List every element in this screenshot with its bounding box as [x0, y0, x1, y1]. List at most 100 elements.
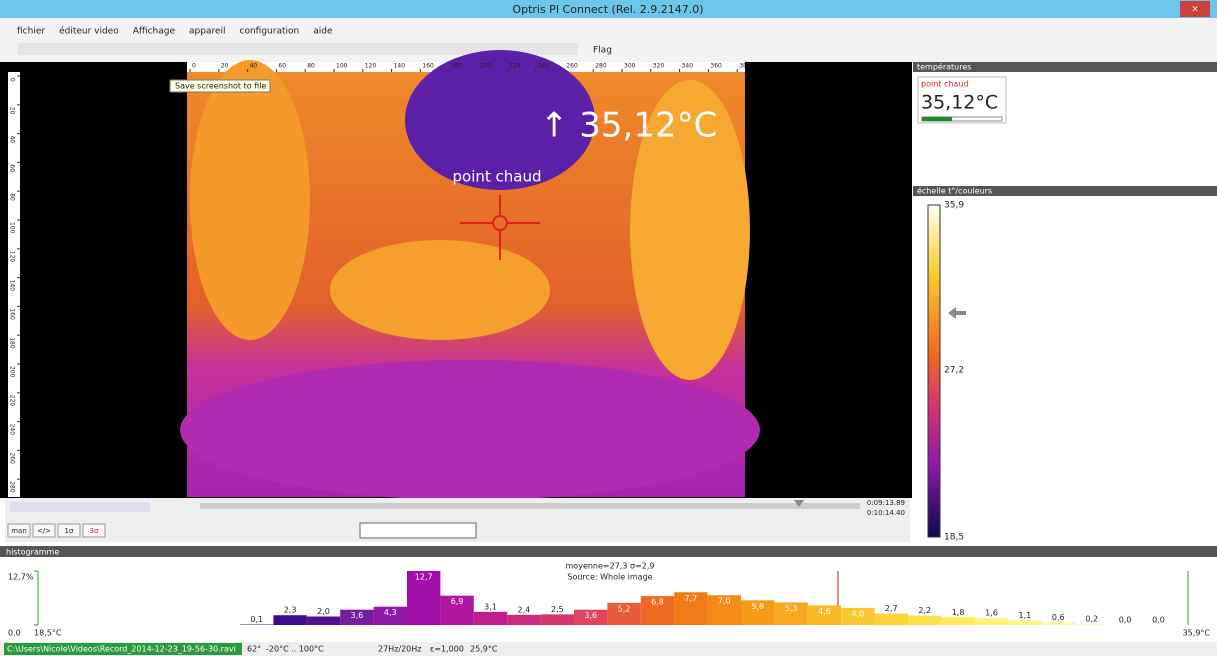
bar-label: 12,7	[415, 573, 433, 582]
ruler-label: 260	[9, 452, 16, 464]
histogram-bar	[1041, 622, 1075, 625]
ruler-label: 180	[451, 63, 463, 70]
panel-title: échelle t°/couleurs	[917, 186, 992, 196]
ruler-label: 120	[365, 63, 377, 70]
panel-title: histogramme	[6, 548, 59, 557]
timeline-handle[interactable]	[794, 500, 804, 507]
menu-item[interactable]: Affichage	[133, 27, 176, 37]
menu-item[interactable]: fichier	[17, 27, 45, 37]
mode-button[interactable]	[32, 523, 56, 538]
scale-max: 35,9	[944, 201, 964, 211]
scale-arrow	[948, 307, 966, 319]
ruler-label: 140	[394, 63, 406, 70]
status-bar	[0, 642, 1217, 656]
histogram-bar	[1075, 624, 1109, 625]
flag-button[interactable]: Flag	[593, 46, 612, 56]
mode-button[interactable]	[7, 523, 31, 538]
gauge-fill	[922, 117, 952, 121]
menu-item[interactable]: configuration	[240, 27, 300, 37]
bar-label: 2,0	[317, 607, 330, 616]
histogram-bar	[507, 614, 541, 625]
bar-label: 7,0	[718, 597, 731, 606]
thermal-image	[180, 50, 760, 500]
toolbar-icons	[18, 43, 578, 55]
bar-label: 0,0	[1152, 616, 1165, 625]
y-tick-label: 0,0	[8, 629, 21, 638]
histogram-bar	[340, 609, 374, 625]
mode-button-label[interactable]: 3σ	[90, 527, 99, 535]
temperature-box	[917, 76, 1007, 124]
scale-mid: 27,2	[944, 366, 964, 376]
histogram-bar	[807, 605, 842, 625]
ruler-label: 160	[422, 63, 434, 70]
ruler-label: 240	[9, 424, 16, 436]
bar-label: 2,4	[518, 605, 531, 614]
timeline[interactable]	[200, 503, 860, 509]
mode-button-label[interactable]: </>	[37, 527, 51, 535]
bar-label: 7,7	[685, 594, 698, 603]
bar-label: 2,2	[918, 606, 931, 615]
bar-label: 3,6	[584, 611, 597, 620]
histogram-bar	[440, 595, 474, 625]
menu-item[interactable]: éditeur video	[59, 26, 119, 37]
ruler-label: 180	[9, 337, 16, 349]
bar-label: 1,6	[985, 609, 998, 618]
ruler-label: 280	[595, 63, 607, 70]
menu-item[interactable]: aide	[313, 27, 333, 37]
status-path: C:\Users\Nicole\Videos\Record_2014-12-23…	[7, 645, 236, 654]
ruler-label: 60	[278, 63, 286, 70]
ruler-label: 240	[538, 63, 550, 70]
time-current: 0:09:13.89	[867, 499, 905, 507]
panel-header	[0, 546, 1217, 557]
ruler-label: 320	[653, 63, 665, 70]
histogram-bar	[473, 611, 508, 625]
status-path-bg	[4, 643, 242, 655]
ruler-label: 40	[250, 63, 258, 70]
ruler-label: 220	[509, 63, 521, 70]
status-fov: 62°	[247, 645, 261, 654]
histogram-bar	[306, 616, 341, 625]
ruler-label: 120	[9, 251, 16, 263]
close-icon[interactable]: ×	[1191, 5, 1199, 15]
bar-label: 5,2	[618, 604, 631, 613]
histogram-bar	[640, 596, 675, 625]
ruler-label: 200	[480, 63, 492, 70]
histogram-bar	[674, 592, 708, 625]
playback-buttons[interactable]	[10, 502, 150, 512]
menu-item[interactable]: appareil	[189, 27, 226, 37]
crosshair	[460, 195, 540, 260]
ruler-label: 300	[624, 63, 636, 70]
y-tick-label: 12,7%	[8, 573, 34, 582]
ruler-label: 260	[566, 63, 578, 70]
histogram-bar	[974, 618, 1009, 625]
mode-button[interactable]	[57, 523, 81, 538]
status-emissivity: ε=1,000	[430, 645, 464, 654]
bar-label: 1,8	[952, 608, 965, 617]
temperature-value: 35,12°C	[921, 92, 998, 114]
mode-button[interactable]	[82, 523, 106, 538]
mode-button-label[interactable]: man	[11, 527, 27, 535]
time-total: 0:10:14.40	[867, 509, 905, 517]
ruler-label: 20	[9, 107, 16, 115]
bar-label: 6,8	[651, 598, 664, 607]
histogram-bar	[540, 614, 574, 625]
status-temp: 25,9°C	[470, 645, 498, 654]
scroll-box[interactable]	[359, 522, 477, 539]
bar-label: 0,2	[1085, 615, 1098, 624]
histogram-bar	[941, 617, 975, 625]
histogram-source: Source: Whole image	[567, 573, 652, 582]
bar-label: 4,0	[852, 609, 865, 618]
ruler-left	[8, 72, 20, 497]
histogram-bar	[774, 602, 808, 625]
ruler-label: 0	[192, 63, 196, 70]
bar-label: 0,6	[1052, 613, 1065, 622]
histogram-bar	[874, 613, 908, 625]
temperature-label: point chaud	[921, 80, 968, 89]
mode-button-label[interactable]: 1σ	[65, 527, 74, 535]
close-button[interactable]	[1180, 1, 1210, 17]
ruler-label: 340	[682, 63, 694, 70]
ruler-label: 160	[9, 308, 16, 320]
status-range: -20°C .. 100°C	[266, 645, 324, 654]
histogram-bar	[407, 571, 441, 625]
